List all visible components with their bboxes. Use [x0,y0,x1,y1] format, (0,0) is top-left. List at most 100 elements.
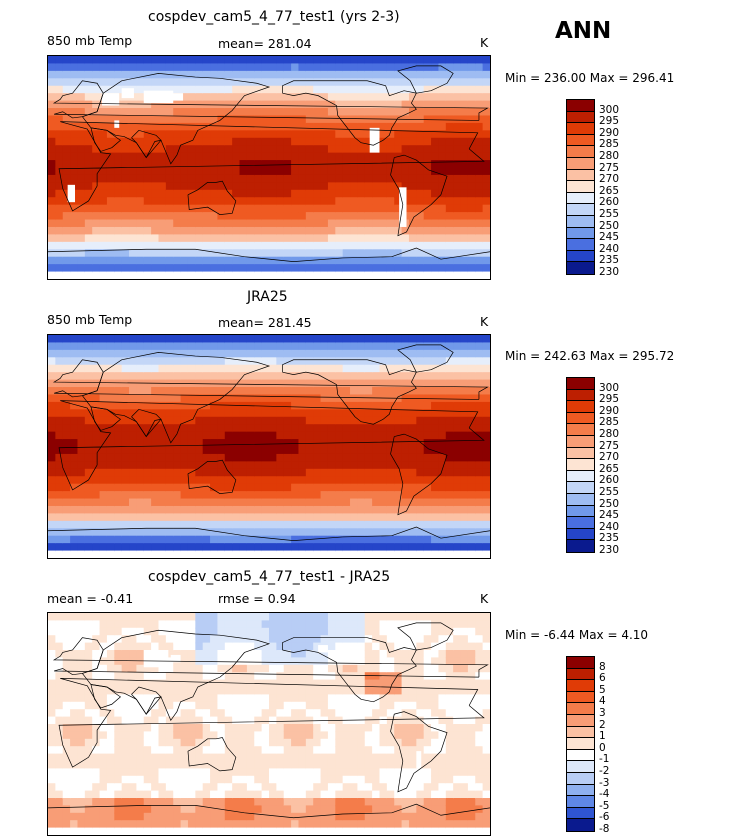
field-cell [165,446,174,455]
field-cell [401,461,410,470]
field-cell [158,342,167,351]
field-cell [70,664,79,673]
field-cell [224,790,233,799]
field-cell [320,152,329,161]
coastline [283,360,417,424]
field-cell [291,78,300,87]
field-cell [165,167,174,176]
field-cell [62,543,71,552]
field-cell [232,543,241,552]
field-cell [335,145,344,154]
field-cell [158,78,167,87]
field-cell [357,738,366,747]
field-cell [276,543,285,552]
field-cell [143,731,152,740]
field-cell [84,189,93,198]
field-cell [313,461,322,470]
field-cell [77,416,86,425]
panel1-units-label: K [480,35,489,50]
field-cell [239,174,248,184]
field-cell [210,461,219,470]
field-cell [143,160,152,169]
field-cell [232,93,241,102]
field-cell [55,528,64,537]
field-cell [305,364,314,373]
field-cell [99,379,108,388]
field-cell [77,476,86,485]
field-cell [357,226,366,236]
field-cell [195,731,204,740]
field-cell [48,672,57,681]
field-cell [239,115,248,124]
field-cell [320,550,329,558]
field-cell [114,409,123,418]
field-cell [372,212,381,221]
field-cell [173,401,182,411]
field-cell [372,394,381,403]
field-cell [445,100,454,109]
field-cell [305,93,314,102]
field-cell [210,642,219,651]
field-cell [261,264,270,273]
field-cell [254,204,263,213]
field-cell [70,439,79,448]
field-cell [187,476,197,485]
field-cell [246,528,256,537]
field-cell [202,160,211,169]
field-cell [99,535,108,544]
field-cell [335,768,344,777]
field-cell [327,409,337,418]
field-cell [364,505,373,515]
field-cell [143,357,152,366]
field-cell [165,746,174,755]
field-cell [291,439,300,448]
field-cell [379,174,388,184]
field-cell [165,520,174,530]
field-cell [291,716,300,725]
field-cell [151,672,160,681]
field-cell [453,483,462,492]
field-cell [165,335,174,344]
field-cell [438,550,447,558]
field-cell [92,687,101,696]
field-cell [416,387,425,396]
field-cell [77,679,86,688]
field-cell [342,687,351,696]
field-cell [305,401,314,411]
field-cell [320,491,329,500]
field-cell [195,234,204,243]
field-cell [114,476,123,485]
field-cell [151,716,160,725]
field-cell [62,256,71,265]
field-cell [129,657,138,666]
field-cell [210,768,219,777]
field-cell [342,520,351,530]
colorbar-box [566,99,595,275]
field-cell [416,212,425,221]
field-cell [70,550,79,558]
field-cell [408,212,418,221]
field-cell [394,483,403,492]
field-cell [210,790,219,799]
field-cell [269,694,278,703]
field-cell [475,409,484,418]
field-cell [283,160,292,169]
field-cell [394,498,403,507]
field-cell [416,234,425,243]
field-cell [129,513,138,522]
field-cell [416,483,425,492]
field-cell [372,234,381,243]
field-cell [62,687,71,696]
field-cell [55,827,64,835]
field-cell [217,152,226,161]
field-cell [55,271,64,279]
field-cell [106,431,116,440]
field-cell [246,513,256,522]
field-cell [445,357,454,366]
field-cell [55,394,64,403]
field-cell [158,775,167,784]
field-cell [453,416,462,425]
field-cell [92,364,101,373]
field-cell [195,491,204,500]
field-cell [99,687,108,696]
